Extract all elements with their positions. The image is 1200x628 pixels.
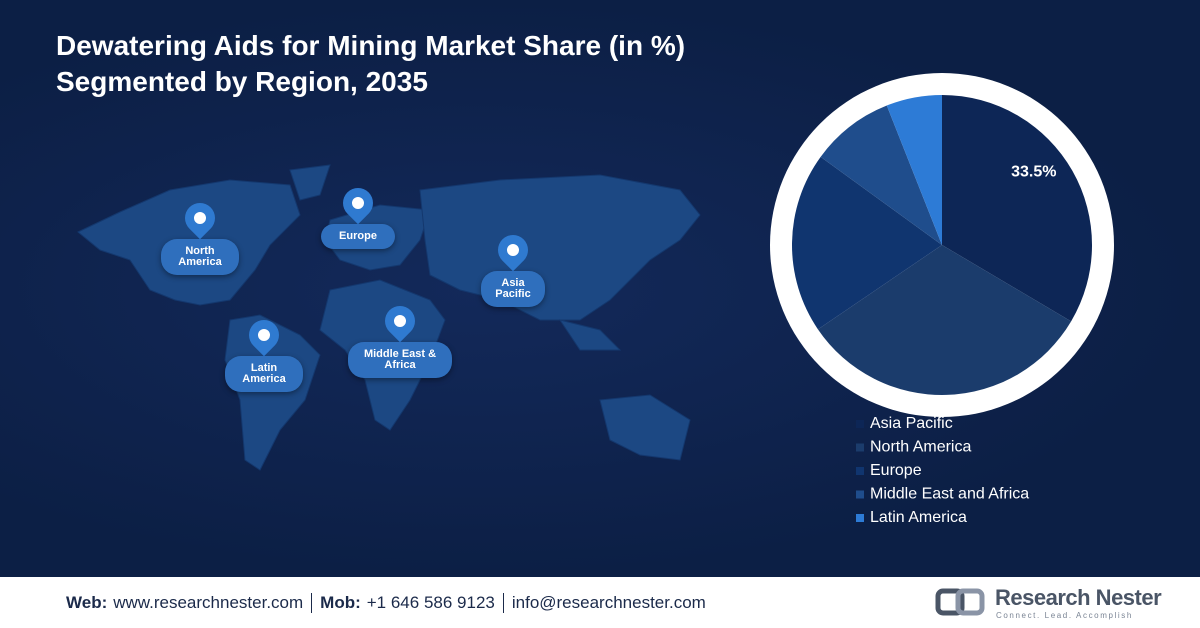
footer: Web: www.researchnester.com Mob: +1 646 … — [0, 577, 1200, 628]
chart: 33.5% Asia Pacific North America Europe Midd… — [77, 73, 1114, 526]
legend-swatch — [856, 467, 864, 475]
web[interactable]: www.researchnester.com — [113, 593, 304, 612]
logo-name: Research Nester — [995, 585, 1162, 610]
map-pin: Europe — [321, 181, 395, 249]
pie-slice — [792, 156, 942, 330]
map-label: Europe — [321, 224, 395, 249]
legend-label: Latin America — [870, 509, 967, 526]
legend-label: North America — [870, 439, 971, 456]
chart-subtitle: Segmented by Region, 2035 — [56, 66, 428, 97]
legend-swatch — [856, 443, 864, 452]
map-pin: Middle East & Africa — [348, 299, 452, 378]
pie-slice — [817, 245, 1072, 395]
pie-slice — [886, 95, 942, 245]
legend-label: Europe — [870, 462, 922, 479]
legend-label: Middle East and Africa — [870, 486, 1029, 503]
map-pin: North America — [161, 196, 239, 275]
map-pin: Latin America — [225, 313, 303, 392]
map-label: Middle East & Africa — [348, 342, 452, 378]
web-label: Web: — [66, 593, 108, 612]
email[interactable]: info@researchnester.com — [511, 593, 706, 612]
background: Dewatering Aids for Mining Market Share … — [0, 0, 1200, 577]
chart-title: Dewatering Aids for Mining Market Share … — [56, 30, 686, 61]
mob-label: Mob: — [320, 593, 361, 612]
contact-line: Web: www.researchnester.com Mob: +1 646 … — [66, 593, 706, 613]
mob: +1 646 586 9123 — [366, 593, 495, 612]
legend-swatch — [856, 420, 864, 428]
map-label: Asia Pacific — [481, 271, 545, 307]
logo-tagline: Connect. Lead. Accomplish — [996, 611, 1133, 620]
logo-icon — [935, 588, 985, 616]
pie-slice — [942, 95, 1092, 322]
map-label: North America — [161, 239, 239, 275]
legend-swatch — [856, 514, 864, 522]
map-pin: Asia Pacific — [481, 228, 545, 307]
legend-swatch — [856, 490, 864, 499]
value-label: 33.5% — [1011, 164, 1056, 181]
legend-label: Asia Pacific — [870, 415, 953, 432]
map-label: Latin America — [225, 356, 303, 392]
pie-slice — [820, 105, 942, 245]
